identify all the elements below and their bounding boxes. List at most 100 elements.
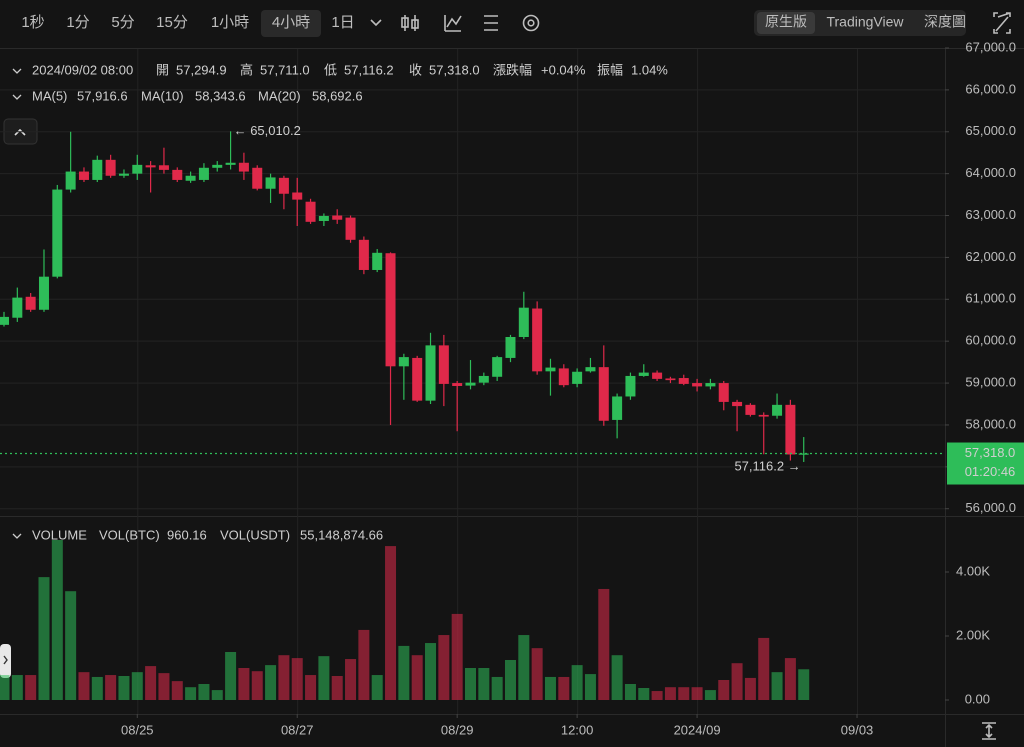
candle-type-icon[interactable] (401, 15, 419, 31)
x-tick-label: 08/27 (281, 722, 314, 737)
max-annotation: ← 65,010.2 (234, 123, 301, 138)
volume-bar (411, 655, 423, 700)
y-tick-label: 63,000.0 (965, 207, 1016, 222)
candle-body (598, 367, 609, 421)
volume-bar (251, 671, 263, 700)
interval-dropdown[interactable] (370, 19, 382, 27)
view-button[interactable]: 深度圖 (924, 14, 966, 30)
candle-body (772, 404, 783, 416)
volume-bar (704, 690, 716, 700)
candle-body (185, 175, 196, 181)
y-tick-label: 65,000.0 (965, 123, 1016, 138)
ohlc-label: 開 (156, 62, 169, 77)
ohlc-value: 57,711.0 (260, 62, 310, 77)
candle-body (212, 164, 223, 168)
candle-body (745, 404, 756, 415)
ohlc-label: 漲跌幅 (493, 62, 532, 77)
candle-body (345, 217, 356, 240)
ohlc-value: 1.04% (631, 62, 668, 77)
volume-tick-label: 2.00K (956, 627, 990, 642)
ohlc-value: +0.04% (541, 62, 586, 77)
volume-bar (718, 680, 730, 700)
volume-bar (491, 676, 503, 700)
candle-body (118, 173, 129, 176)
candle-body (758, 414, 769, 417)
toolbar-icons (370, 12, 1011, 740)
candle-body (292, 192, 303, 200)
indicator-icon[interactable] (444, 15, 462, 32)
interval-button[interactable]: 1秒 (21, 14, 44, 31)
fullscreen-icon[interactable] (993, 12, 1011, 34)
candle-body (505, 336, 516, 358)
view-button[interactable]: TradingView (826, 14, 904, 30)
candle-body (132, 164, 143, 174)
candle-body (52, 189, 63, 277)
candle-body (572, 371, 583, 384)
candle-body (465, 382, 476, 386)
interval-button[interactable]: 1小時 (211, 14, 249, 31)
y-tick-label: 67,000.0 (965, 39, 1016, 54)
volume-bar (678, 687, 690, 700)
volume-bar (105, 675, 117, 700)
candle-body (318, 215, 329, 221)
y-tick-label: 59,000.0 (965, 375, 1016, 390)
candle-body (798, 453, 809, 455)
volume-bar (185, 687, 197, 700)
volume-bar (65, 591, 77, 700)
interval-button[interactable]: 15分 (156, 14, 188, 31)
ma-value: 57,916.6 (77, 88, 128, 103)
volume-bar (504, 660, 516, 700)
volume-value: 960.16 (167, 527, 207, 542)
volume-bar (784, 658, 796, 700)
volume-bar (371, 675, 383, 700)
volume-bar (158, 673, 170, 700)
y-tick-label: 64,000.0 (965, 165, 1016, 180)
candle-body (705, 383, 716, 387)
menu-icon[interactable] (484, 15, 498, 31)
settings-icon[interactable] (522, 14, 540, 32)
axis-reset-icon[interactable] (982, 722, 996, 740)
interval-button[interactable]: 1分 (66, 14, 89, 31)
candle-body (332, 215, 343, 220)
volume-bar (571, 665, 583, 700)
ohlc-value: 57,294.9 (176, 62, 227, 77)
volume-bar (758, 637, 770, 700)
candle-body (718, 383, 729, 402)
x-tick-label: 2024/09 (674, 722, 721, 737)
candle-body (92, 159, 103, 180)
volume-bar (584, 674, 596, 700)
candle-body (638, 372, 649, 376)
volume-bar (211, 690, 223, 700)
volume-bar (25, 675, 37, 700)
candle-body (372, 252, 383, 270)
volume-bar (51, 540, 63, 700)
view-button[interactable]: 原生版 (765, 14, 807, 30)
candle-body (105, 159, 116, 176)
candle-body (425, 345, 436, 401)
volume-bar (131, 672, 143, 700)
volume-bar (11, 675, 23, 700)
volume-bar (118, 676, 130, 700)
ma-label: MA(5) (32, 88, 67, 103)
y-tick-label: 56,000.0 (965, 500, 1016, 515)
ma-value: 58,343.6 (195, 88, 246, 103)
interval-button[interactable]: 1日 (331, 14, 354, 31)
volume-bar (425, 643, 437, 700)
volume-bar (558, 676, 570, 700)
volume-bar (225, 652, 237, 700)
interval-selected (261, 10, 321, 37)
interval-button[interactable]: 5分 (111, 14, 134, 31)
volume-bar (624, 684, 636, 700)
candle-body (65, 171, 76, 190)
legend-chevron (12, 68, 22, 74)
candle-body (412, 357, 423, 401)
candle-body (278, 177, 289, 194)
volume-bar (238, 668, 250, 700)
grid (0, 49, 945, 714)
legend-chevron (12, 533, 22, 539)
volume-bar (611, 655, 623, 700)
interval-button[interactable]: 4小時 (272, 14, 310, 31)
volume-bar (305, 675, 317, 700)
